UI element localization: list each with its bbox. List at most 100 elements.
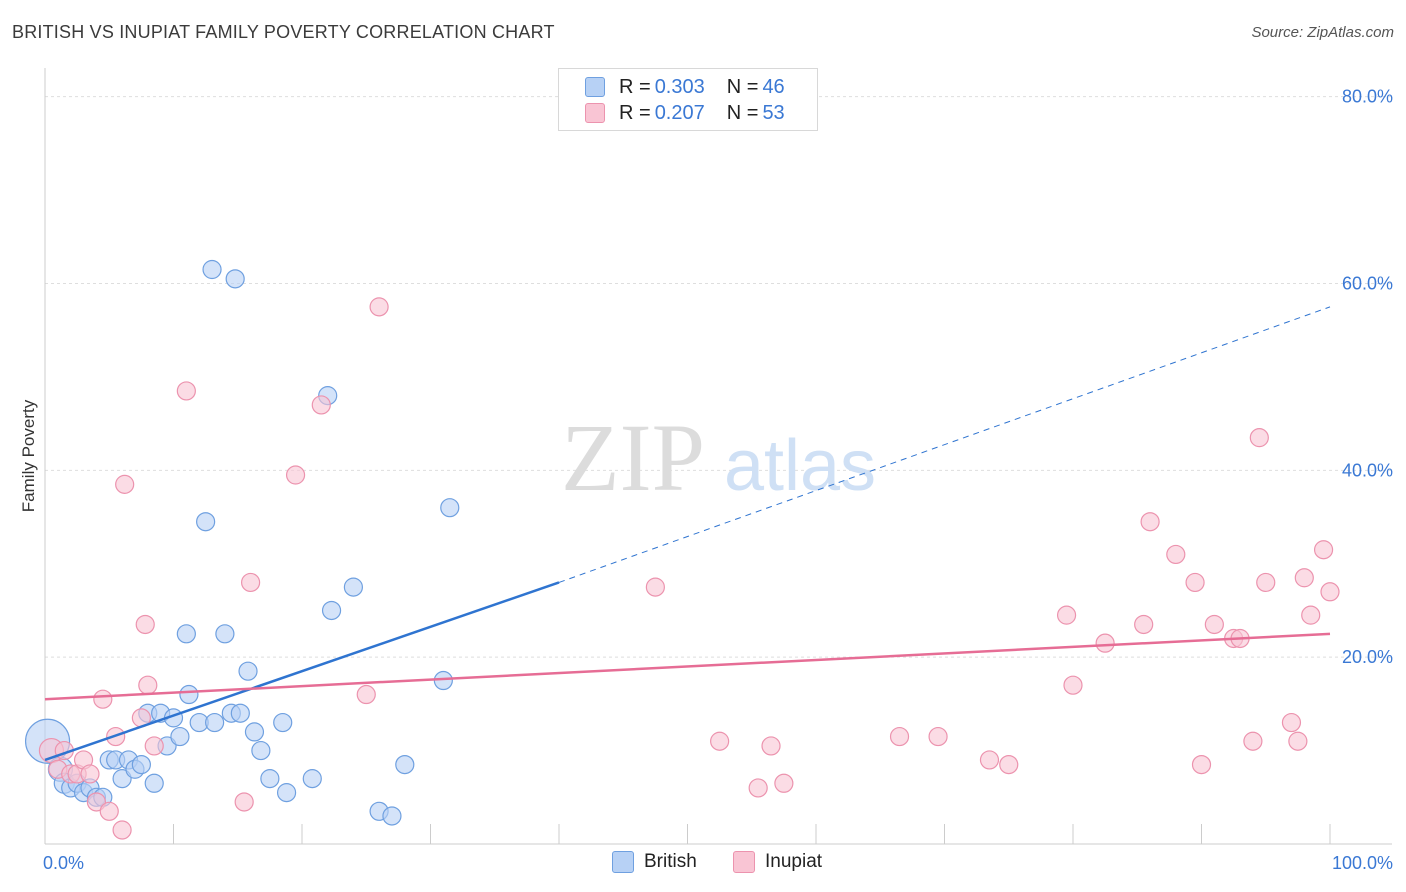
inupiat-point-44 xyxy=(1243,731,1263,751)
inupiat-point-30 xyxy=(928,726,948,747)
watermark: ZIP atlas xyxy=(561,404,876,511)
inupiat-point-50 xyxy=(1301,605,1321,625)
x-tick-label-100: 100.0% xyxy=(1332,853,1393,873)
british-point-40 xyxy=(343,577,363,597)
inupiat-point-9 xyxy=(99,801,119,821)
y-tick-label-80: 80.0% xyxy=(1342,87,1393,107)
inupiat-point-36 xyxy=(1134,614,1154,635)
y-axis-label: Family Poverty xyxy=(19,399,38,512)
british-point-33 xyxy=(251,740,271,761)
legend-item-inupiat: Inupiat xyxy=(733,851,822,873)
inupiat-point-25 xyxy=(710,731,730,751)
watermark-zip: ZIP xyxy=(561,404,705,511)
british-point-30 xyxy=(230,703,250,723)
inupiat-point-46 xyxy=(1256,572,1276,593)
british-point-20 xyxy=(170,726,190,747)
inupiat-point-14 xyxy=(135,614,155,635)
inupiat-point-23 xyxy=(369,297,389,317)
british-point-11 xyxy=(112,769,132,789)
inupiat-r-label: R = xyxy=(619,101,651,124)
british-point-44 xyxy=(433,670,453,691)
british-legend-swatch xyxy=(612,851,634,873)
y-tick-label-60: 60.0% xyxy=(1342,274,1393,294)
inupiat-point-33 xyxy=(1056,605,1077,625)
legend-row-inupiat: R = 0.207 N = 53 xyxy=(585,100,785,126)
inupiat-point-48 xyxy=(1288,731,1308,751)
axes xyxy=(44,68,1392,845)
inupiat-r-value: 0.207 xyxy=(654,101,705,124)
british-point-42 xyxy=(382,806,402,826)
inupiat-point-21 xyxy=(311,395,331,415)
inupiat-point-18 xyxy=(234,792,254,812)
inupiat-swatch xyxy=(585,103,605,123)
inupiat-point-52 xyxy=(1320,582,1340,602)
legend-row-british: R = 0.303 N = 46 xyxy=(585,74,785,100)
british-point-31 xyxy=(238,661,258,681)
inupiat-legend-label: Inupiat xyxy=(765,851,823,872)
inupiat-point-41 xyxy=(1204,614,1224,635)
british-point-32 xyxy=(244,722,265,742)
british-r-value: 0.303 xyxy=(654,75,705,98)
british-n-value: 46 xyxy=(762,75,785,98)
source-label: Source: ZipAtlas.com xyxy=(1251,24,1394,41)
inupiat-n-value: 53 xyxy=(762,101,785,124)
british-swatch xyxy=(585,77,605,97)
british-point-16 xyxy=(144,773,164,793)
inupiat-point-17 xyxy=(176,381,196,401)
british-point-27 xyxy=(215,624,235,644)
inupiat-trend-line xyxy=(44,632,1331,701)
inupiat-point-22 xyxy=(356,684,376,705)
inupiat-n-label: N = xyxy=(726,101,759,124)
inupiat-point-38 xyxy=(1166,544,1186,565)
british-legend-label: British xyxy=(644,851,697,872)
british-point-37 xyxy=(302,769,322,789)
inupiat-point-29 xyxy=(889,726,910,747)
inupiat-point-24 xyxy=(645,577,665,597)
inupiat-point-47 xyxy=(1281,712,1302,733)
british-n-label: N = xyxy=(726,75,759,98)
british-point-14 xyxy=(131,754,151,775)
british-point-35 xyxy=(273,712,293,733)
inupiat-point-11 xyxy=(112,820,132,840)
inupiat-point-51 xyxy=(1313,540,1334,560)
inupiat-point-31 xyxy=(979,750,1000,770)
gridlines xyxy=(45,96,1392,658)
watermark-atlas: atlas xyxy=(724,426,876,506)
tick-labels: 20.0% 40.0% 60.0% 80.0% 0.0% 100.0% Family Pov… xyxy=(19,87,1393,873)
inupiat-point-49 xyxy=(1294,568,1314,588)
inupiat-point-16 xyxy=(144,736,164,756)
y-tick-label-40: 40.0% xyxy=(1342,460,1393,480)
british-point-24 xyxy=(196,512,216,532)
inupiat-point-15 xyxy=(138,675,158,695)
correlation-legend: R = 0.303 N = 46 R = 0.207 N = 53 xyxy=(558,68,818,131)
trend-lines xyxy=(44,306,1331,762)
british-point-21 xyxy=(176,624,196,644)
inupiat-point-45 xyxy=(1249,428,1269,448)
british-trend-line xyxy=(44,581,560,762)
inupiat-point-7 xyxy=(86,792,107,812)
inupiat-point-6 xyxy=(80,764,100,784)
inupiat-point-27 xyxy=(761,736,781,756)
data-points xyxy=(24,259,1340,840)
british-point-36 xyxy=(276,783,297,803)
inupiat-point-26 xyxy=(748,778,768,798)
inupiat-point-40 xyxy=(1191,754,1212,775)
inupiat-point-28 xyxy=(774,773,794,793)
british-point-34 xyxy=(260,769,280,789)
inupiat-point-34 xyxy=(1063,675,1083,695)
british-point-22 xyxy=(179,684,199,705)
inupiat-point-12 xyxy=(115,474,135,494)
british-point-45 xyxy=(440,498,460,518)
inupiat-point-19 xyxy=(241,572,261,593)
british-trend-extension xyxy=(558,306,1331,583)
inupiat-point-35 xyxy=(1095,633,1115,653)
inupiat-point-8 xyxy=(93,689,113,709)
british-point-26 xyxy=(205,712,225,733)
inupiat-point-32 xyxy=(999,754,1019,775)
inupiat-legend-swatch xyxy=(733,851,755,873)
british-r-label: R = xyxy=(619,75,651,98)
british-point-25 xyxy=(202,259,222,280)
british-point-29 xyxy=(225,269,245,289)
inupiat-point-37 xyxy=(1140,512,1160,532)
